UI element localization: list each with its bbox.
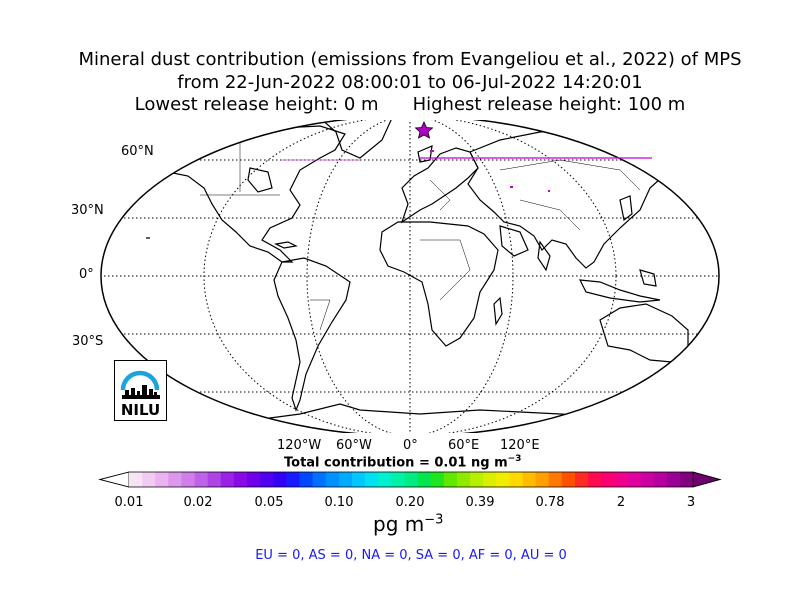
colorbar-swatch <box>496 472 510 487</box>
colorbar-swatch <box>273 472 287 487</box>
colorbar-swatch <box>194 472 209 487</box>
colorbar-swatch <box>666 472 681 487</box>
colorbar-swatch <box>535 472 550 487</box>
colorbar-swatch <box>601 472 615 487</box>
total-contribution: Total contribution = 0.01 ng m−3 <box>284 454 521 470</box>
lon-label-0: 0° <box>403 438 418 453</box>
colorbar-swatch <box>181 472 195 487</box>
colorbar-swatch <box>351 472 366 487</box>
colorbar-over-arrow <box>692 471 722 488</box>
title-line-1: Mineral dust contribution (emissions fro… <box>78 49 742 70</box>
colorbar-tick-2: 0.05 <box>254 495 284 510</box>
colorbar-tick-1: 0.02 <box>183 495 213 510</box>
colorbar <box>98 471 722 488</box>
colorbar-swatch <box>207 472 222 487</box>
colorbar-swatch <box>548 472 563 487</box>
colorbar-swatch <box>679 472 694 487</box>
colorbar-unit-text: pg m <box>373 512 425 536</box>
colorbar-swatch <box>483 472 497 487</box>
colorbar-tick-0: 0.01 <box>114 495 144 510</box>
colorbar-swatch <box>640 472 655 487</box>
colorbar-swatch <box>220 472 235 487</box>
title-line-3: Lowest release height: 0 m Highest releas… <box>0 94 800 116</box>
colorbar-swatch <box>627 472 641 487</box>
lat-label-30s: 30°S <box>72 334 103 349</box>
colorbar-swatch <box>561 472 576 487</box>
colorbar-swatch <box>417 472 432 487</box>
total-contribution-exponent: −3 <box>507 454 522 464</box>
nilu-logo-icon <box>120 370 160 399</box>
colorbar-swatch <box>509 472 523 487</box>
colorbar-swatch <box>155 472 169 487</box>
colorbar-tick-5: 0.39 <box>465 495 495 510</box>
colorbar-tick-4: 0.20 <box>395 495 425 510</box>
colorbar-swatch <box>168 472 182 487</box>
colorbar-swatch <box>299 472 314 487</box>
country-borders <box>200 140 641 331</box>
title-line-2: from 22-Jun-2022 08:00:01 to 06-Jul-2022… <box>177 72 643 93</box>
colorbar-swatch <box>470 472 484 487</box>
colorbar-tick-8: 3 <box>686 495 696 510</box>
nilu-logo: NILU <box>114 360 167 421</box>
lon-label-120w: 120°W <box>277 438 322 453</box>
colorbar-swatch <box>391 472 405 487</box>
colorbar-swatch <box>129 472 143 487</box>
colorbar-swatch <box>260 472 274 487</box>
highest-release-height: Highest release height: 100 m <box>412 94 686 115</box>
colorbar-tick-3: 0.10 <box>324 495 354 510</box>
colorbar-swatch <box>430 472 445 487</box>
colorbar-swatch <box>247 472 261 487</box>
colorbar-tick-6: 0.78 <box>535 495 565 510</box>
colorbar-unit: pg m−3 <box>373 512 443 536</box>
region-totals: EU = 0, AS = 0, NA = 0, SA = 0, AF = 0, … <box>255 548 567 563</box>
lat-label-60n: 60°N <box>121 144 154 159</box>
nilu-logo-text: NILU <box>120 401 161 419</box>
colorbar-swatch <box>338 472 353 487</box>
lon-label-60e: 60°E <box>448 438 480 453</box>
colorbar-swatch <box>614 472 628 487</box>
colorbar-swatch <box>365 472 379 487</box>
colorbar-under-arrow <box>98 471 130 488</box>
colorbar-swatch <box>574 472 589 487</box>
colorbar-unit-exponent: −3 <box>424 512 444 528</box>
lon-label-60w: 60°W <box>336 438 372 453</box>
colorbar-swatch <box>456 472 471 487</box>
dust-contribution-traces <box>282 150 652 192</box>
colorbar-swatch <box>404 472 418 487</box>
lowest-release-height: Lowest release height: 0 m <box>134 94 379 115</box>
colorbar-outline <box>98 471 722 488</box>
colorbar-swatch <box>142 472 156 487</box>
colorbar-swatch <box>233 472 248 487</box>
colorbar-swatch <box>443 472 458 487</box>
lat-label-0: 0° <box>79 267 94 282</box>
colorbar-swatch <box>522 472 537 487</box>
lon-label-120e: 120°E <box>500 438 540 453</box>
colorbar-swatch <box>588 472 602 487</box>
colorbar-swatch <box>286 472 300 487</box>
colorbar-swatch <box>325 472 340 487</box>
colorbar-tick-7: 2 <box>616 495 626 510</box>
colorbar-swatch <box>312 472 327 487</box>
total-contribution-text: Total contribution = 0.01 ng m <box>284 455 508 471</box>
lat-label-30n: 30°N <box>71 203 104 218</box>
colorbar-swatch <box>653 472 668 487</box>
star-icon <box>414 121 434 139</box>
colorbar-swatch <box>378 472 392 487</box>
